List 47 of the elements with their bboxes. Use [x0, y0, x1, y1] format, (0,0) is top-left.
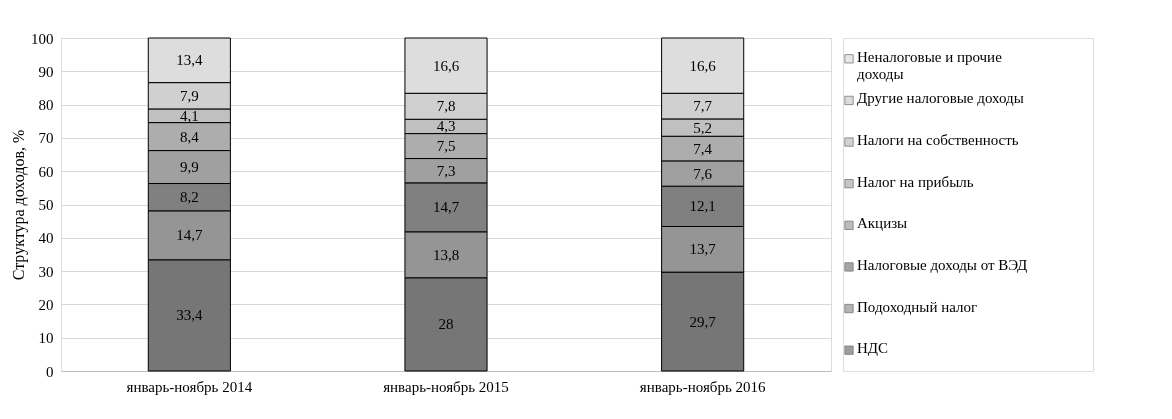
legend-label: Налог на прибыль: [857, 173, 974, 190]
data-label: 7,7: [693, 98, 713, 115]
y-tick-label: 100: [31, 30, 54, 47]
data-label: 7,3: [436, 162, 456, 179]
data-label: 7,9: [179, 87, 199, 104]
data-label: 16,6: [432, 57, 460, 74]
data-label: 8,4: [179, 128, 200, 145]
data-label: 12,1: [689, 198, 716, 215]
data-label: 29,7: [689, 313, 717, 330]
data-label: 13,8: [432, 246, 460, 263]
data-label: 13,4: [176, 52, 203, 69]
y-tick-label: 70: [38, 130, 54, 147]
data-label: 8,2: [179, 189, 199, 206]
data-label: 16,6: [689, 57, 717, 74]
y-tick-label: 90: [38, 63, 54, 80]
y-tick-label: 40: [38, 230, 54, 247]
data-label: 4,1: [179, 107, 199, 124]
data-label: 14,7: [176, 227, 203, 244]
x-tick-label: январь-ноябрь 2016: [639, 378, 766, 395]
x-tick-label: январь-ноябрь 2015: [383, 378, 509, 395]
legend-label: Акцизы: [857, 215, 908, 232]
data-label: 13,7: [689, 241, 717, 258]
data-label: 5,2: [693, 119, 713, 136]
y-tick-label: 30: [38, 263, 54, 280]
y-tick-label: 20: [38, 296, 54, 313]
y-axis-title: Структура доходов, %: [10, 129, 28, 281]
legend-label: Неналоговые и прочие доходы: [857, 48, 1003, 82]
data-label: 7,5: [436, 138, 456, 155]
data-label: 4,3: [436, 118, 456, 135]
data-label: 28: [438, 316, 454, 333]
legend-label: НДС: [857, 340, 889, 357]
data-label: 7,6: [693, 165, 713, 182]
y-tick-label: 50: [38, 197, 54, 213]
legend-label: Подоходный налог: [857, 298, 978, 315]
x-tick-label: январь-ноябрь 2014: [126, 378, 253, 395]
data-label: 14,7: [432, 199, 460, 216]
y-tick-label: 0: [46, 363, 54, 380]
data-label: 33,4: [176, 307, 203, 324]
legend-label: Налоговые доходы от ВЭД: [857, 256, 1028, 273]
data-label: 7,4: [693, 140, 713, 157]
y-tick-label: 60: [38, 163, 54, 180]
legend-label: Налоги на собственность: [857, 132, 1019, 149]
data-label: 9,9: [179, 159, 199, 176]
y-tick-label: 10: [38, 330, 54, 347]
y-tick-label: 80: [38, 97, 54, 114]
legend-label: Другие налоговые доходы: [857, 90, 1024, 107]
data-label: 7,8: [436, 98, 456, 115]
